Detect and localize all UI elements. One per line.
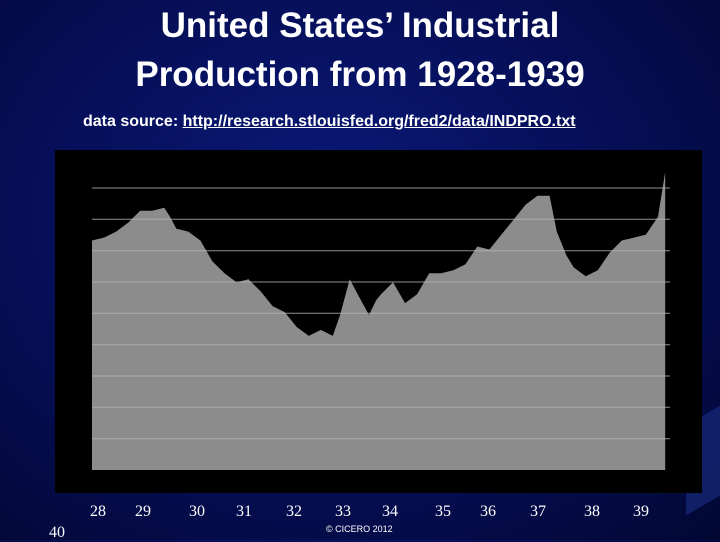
title-line-1: United States’ Industrial (160, 6, 560, 45)
x-tick-label: 36 (480, 503, 496, 520)
x-tick-label: 34 (382, 503, 398, 520)
copyright-notice: © CICERO 2012 (326, 524, 393, 534)
chart-panel (55, 150, 702, 493)
corner-axis-label: 40 (49, 524, 65, 541)
x-tick-label: 38 (584, 503, 600, 520)
x-tick-label: 30 (189, 503, 205, 520)
x-tick-label: 28 (90, 503, 106, 520)
x-tick-label: 35 (435, 503, 451, 520)
x-tick-label: 32 (286, 503, 302, 520)
x-tick-label: 31 (236, 503, 252, 520)
data-source-link[interactable]: http://research.stlouisfed.org/fred2/dat… (182, 113, 576, 130)
x-tick-label: 29 (135, 503, 151, 520)
title-line-2: Production from 1928-1939 (135, 55, 585, 94)
industrial-production-chart (92, 172, 670, 470)
data-source-line: data source: http://research.stlouisfed.… (83, 113, 703, 131)
x-tick-label: 39 (633, 503, 649, 520)
data-source-label: data source: (83, 113, 179, 130)
production-area (92, 172, 666, 470)
x-tick-label: 33 (335, 503, 351, 520)
x-tick-label: 37 (530, 503, 546, 520)
slide-title: United States’ Industrial Production fro… (0, 1, 720, 99)
